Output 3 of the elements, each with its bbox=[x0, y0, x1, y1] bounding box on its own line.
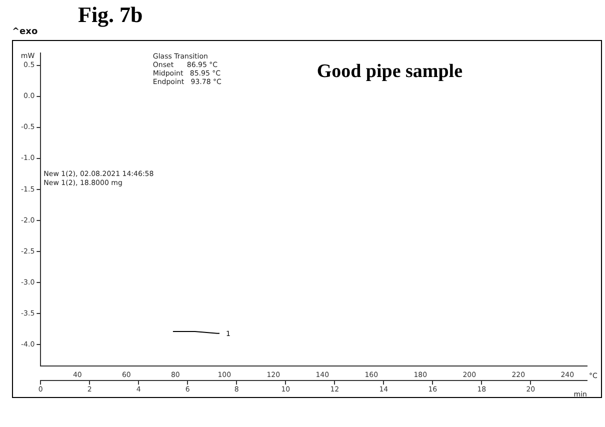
annotation: Good pipe sample bbox=[316, 60, 463, 82]
text: ^exo bbox=[12, 27, 38, 37]
chart-title: Fig. 7b bbox=[78, 2, 143, 28]
